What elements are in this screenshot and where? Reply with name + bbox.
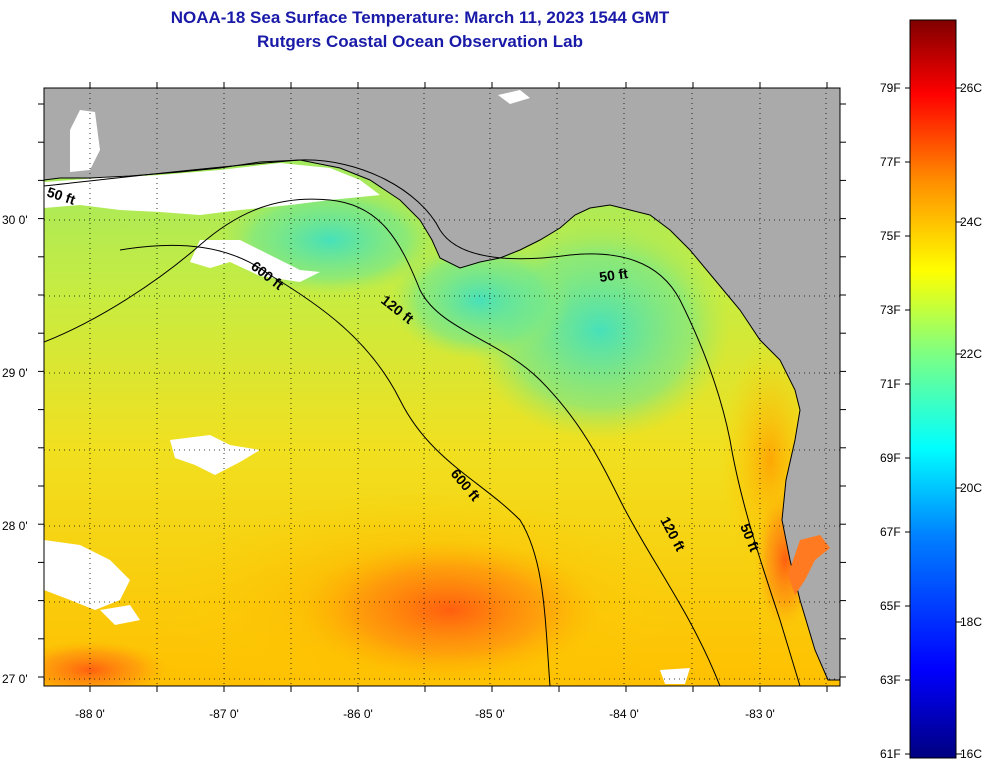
longitude-label: -83 0'	[745, 707, 775, 721]
fahrenheit-label: 65F	[880, 599, 901, 613]
fahrenheit-label: 61F	[880, 747, 901, 761]
longitude-label: -87 0'	[209, 707, 239, 721]
depth-contours	[44, 159, 801, 686]
celsius-label: 18C	[960, 615, 982, 629]
longitude-label: -85 0'	[475, 707, 505, 721]
land-mass	[44, 88, 840, 681]
celsius-label: 24C	[960, 215, 982, 229]
longitude-label: -86 0'	[343, 707, 373, 721]
celsius-label: 20C	[960, 481, 982, 495]
fahrenheit-label: 69F	[880, 451, 901, 465]
latitude-label: 28 0'	[2, 519, 28, 533]
fahrenheit-label: 71F	[880, 377, 901, 391]
fahrenheit-label: 67F	[880, 525, 901, 539]
latitude-label: 27 0'	[2, 672, 28, 686]
longitude-label: -84 0'	[609, 707, 639, 721]
celsius-label: 16C	[960, 747, 982, 761]
depth-contour-label: 50 ft	[598, 265, 629, 285]
celsius-label: 22C	[960, 347, 982, 361]
latitude-label: 30 0'	[2, 213, 28, 227]
longitude-label: -88 0'	[75, 707, 105, 721]
fahrenheit-label: 79F	[880, 81, 901, 95]
color-scale-bar	[909, 19, 957, 759]
fahrenheit-label: 77F	[880, 155, 901, 169]
map-title: NOAA-18 Sea Surface Temperature: March 1…	[170, 8, 670, 27]
latitude-label: 29 0'	[2, 366, 28, 380]
fahrenheit-label: 63F	[880, 673, 901, 687]
fahrenheit-label: 75F	[880, 229, 901, 243]
cloud-mask	[44, 163, 380, 215]
map-subtitle: Rutgers Coastal Ocean Observation Lab	[257, 32, 583, 51]
map-frame	[43, 87, 841, 687]
fahrenheit-label: 73F	[880, 303, 901, 317]
celsius-label: 26C	[960, 81, 982, 95]
